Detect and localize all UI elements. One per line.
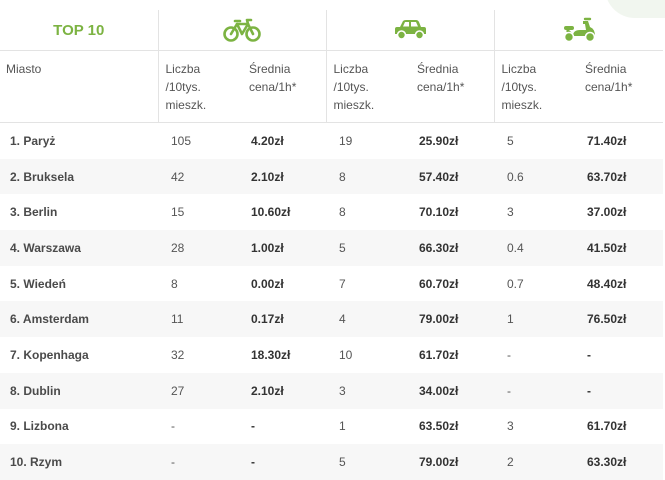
city-cell: 4. Warszawa [0,230,158,266]
city-cell: 7. Kopenhaga [10,347,89,362]
scooter-count-cell: 1 [494,301,578,338]
scooter-price-cell: 71.40zł [587,133,627,148]
scooter-icon [563,17,596,43]
car-price-cell: 63.50zł [419,419,459,434]
table-body: 1. Paryż 105 4.20zł 19 25.90zł 5 71.40zł 2. Bru… [0,123,663,480]
car-count-cell: 5 [326,230,410,266]
bike-price-cell: 2.10zł [242,158,326,195]
city-cell: 2. Bruksela [0,158,158,195]
bike-count-cell: 15 [171,205,185,220]
car-price-cell: 66.30zł [410,230,494,266]
city-cell: 5. Wiedeń [10,276,66,291]
scooter-price-cell: 37.00zł [587,205,627,220]
car-price-cell: 79.00zł [410,444,494,480]
column-header-row: Miasto Liczba/10tys. mieszk. Średnia cena/… [0,50,663,123]
car-price-header: Średnia cena/1h* [410,50,494,123]
ranking-table: TOP 10 [0,10,663,480]
bike-count-cell: 27 [158,372,242,409]
bike-count-cell: 11 [158,301,242,338]
bike-price-cell: 0.00zł [251,276,284,291]
bike-count-cell: 32 [171,347,185,362]
car-count-cell: 10 [339,347,353,362]
city-cell: 6. Amsterdam [0,301,158,338]
bike-count-cell: 28 [158,230,242,266]
bike-price-cell: 18.30zł [251,347,291,362]
car-count-cell: 7 [339,276,346,291]
scooter-price-cell: - [587,347,591,362]
car-count-cell: 3 [326,372,410,409]
car-count-cell: 1 [339,419,346,434]
bike-price-header: Średnia cena/1h* [242,50,326,123]
table-row: 7. Kopenhaga 32 18.30zł 10 61.70zł - - [0,337,663,373]
scooter-price-cell: 61.70zł [587,419,627,434]
car-count-cell: 4 [326,301,410,338]
car-group-header [325,10,494,51]
table-title: TOP 10 [0,10,158,51]
bike-price-cell: - [242,444,326,480]
table-row: 3. Berlin 15 10.60zł 8 70.10zł 3 37.00zł [0,194,663,230]
bike-count-cell: 105 [171,133,192,148]
bike-price-cell: 4.20zł [251,133,284,148]
scooter-count-cell: 0.4 [494,230,578,266]
city-column-header: Miasto [0,50,158,123]
table-row: 1. Paryż 105 4.20zł 19 25.90zł 5 71.40zł [0,123,663,159]
bicycle-icon [223,18,261,42]
bike-price-cell: 0.17zł [242,301,326,338]
scooter-count-cell: 3 [507,205,514,220]
car-price-cell: 70.10zł [419,205,459,220]
city-cell: 1. Paryż [10,133,56,148]
car-price-cell: 25.90zł [419,133,459,148]
bike-count-cell: 8 [171,276,178,291]
scooter-price-cell: 41.50zł [578,230,663,266]
car-count-cell: 8 [326,158,410,195]
table-row: 8. Dublin 27 2.10zł 3 34.00zł - - [0,372,663,409]
bike-count-cell: 42 [158,158,242,195]
icon-header-row: TOP 10 [0,10,663,51]
bike-price-cell: 10.60zł [251,205,291,220]
city-cell: 8. Dublin [0,372,158,409]
table-row: 10. Rzym - -5 79.00zł 2 63.30zł [0,444,663,480]
scooter-group-header [493,10,663,51]
table-row: 2. Bruksela 42 2.10zł 8 57.40zł 0.6 63.70zł [0,158,663,195]
scooter-count-cell: - [494,372,578,409]
scooter-count-cell: 3 [507,419,514,434]
table-row: 6. Amsterdam 11 0.17zł 4 79.00zł 1 76.50zł [0,301,663,338]
bike-count-cell: - [171,419,175,434]
scooter-price-cell: 63.70zł [578,158,663,195]
scooter-count-cell: 0.7 [507,276,524,291]
scooter-price-cell: 48.40zł [587,276,627,291]
car-count-cell: 8 [339,205,346,220]
car-price-cell: 79.00zł [410,301,494,338]
scooter-price-cell: - [578,372,663,409]
table-row: 9. Lizbona - - 1 63.50zł 3 61.70zł [0,409,663,445]
scooter-count-header: Liczba/10tys. mieszk. [493,50,578,123]
bike-group-header [157,10,326,51]
bike-price-cell: 2.10zł [242,372,326,409]
car-price-cell: 60.70zł [419,276,459,291]
scooter-price-cell: 76.50zł [578,301,663,338]
car-count-cell: 5 [326,444,410,480]
car-count-cell: 19 [339,133,353,148]
bike-count-header: Liczba/10tys. mieszk. [157,50,242,123]
city-cell: 9. Lizbona [10,419,69,434]
city-cell: 10. Rzym [0,444,158,480]
car-price-cell: 34.00zł [410,372,494,409]
car-count-header: Liczba/10tys. mieszk. [325,50,410,123]
bike-price-cell: 1.00zł [242,230,326,266]
city-cell: 3. Berlin [10,205,58,220]
car-price-cell: 61.70zł [419,347,459,362]
scooter-count-cell: 5 [507,133,514,148]
scooter-count-cell: 2 [494,444,578,480]
scooter-price-cell: 63.30zł [578,444,663,480]
table-row: 4. Warszawa 28 1.00zł 5 66.30zł 0.4 41.50zł [0,230,663,266]
bike-count-cell: - [158,444,242,480]
bike-price-cell: - [251,419,255,434]
table-row: 5. Wiedeń 8 0.00zł 7 60.70zł 0.7 48.40zł [0,266,663,302]
car-price-cell: 57.40zł [410,158,494,195]
car-icon [395,20,426,40]
scooter-count-cell: - [507,347,511,362]
scooter-count-cell: 0.6 [494,158,578,195]
scooter-price-header: Średnia cena/1h* [578,50,663,123]
